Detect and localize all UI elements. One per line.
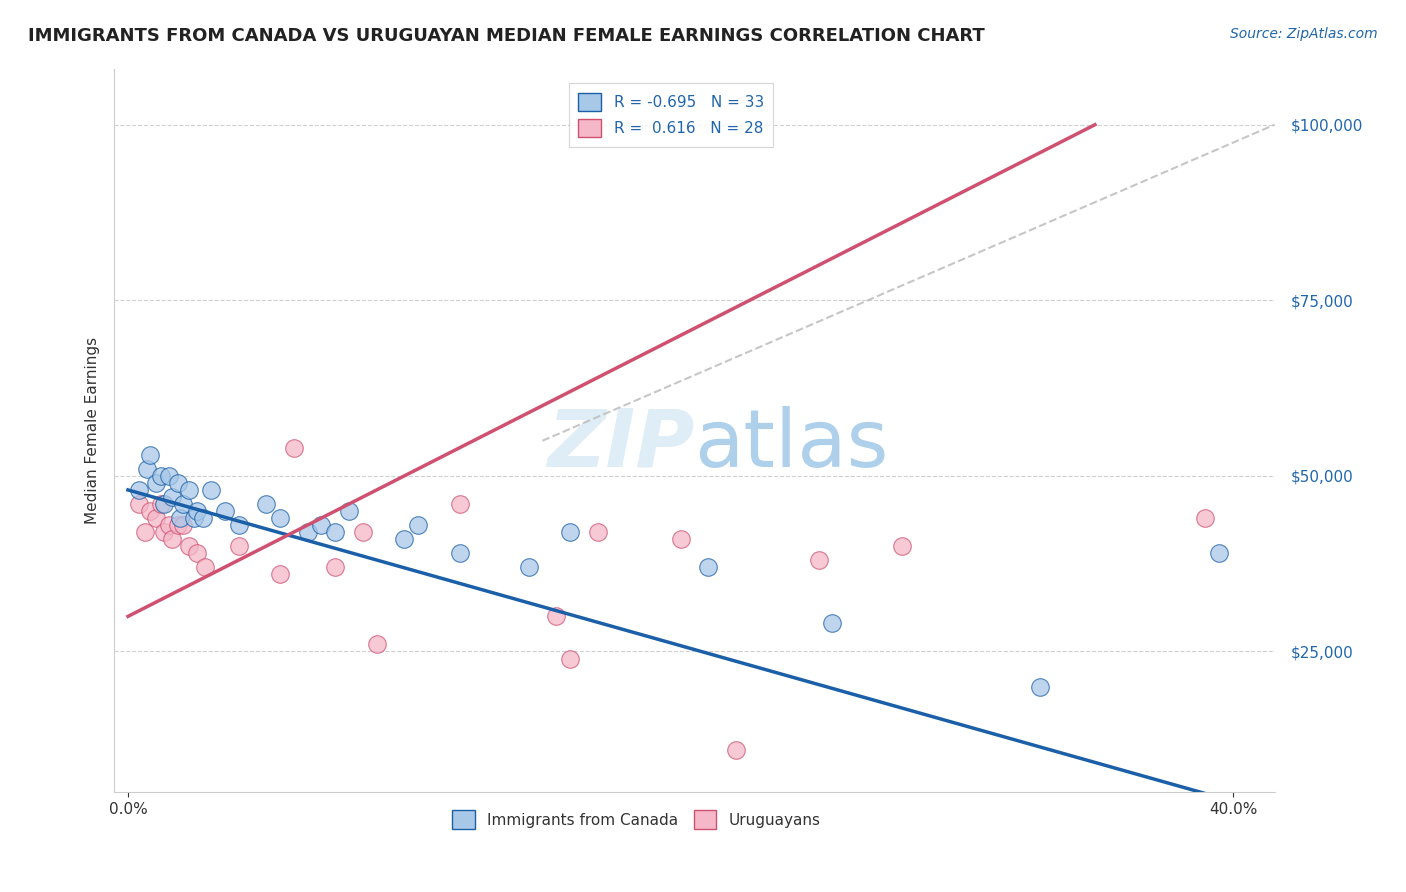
- Point: [177, 539, 200, 553]
- Point: [254, 497, 277, 511]
- Point: [136, 462, 159, 476]
- Point: [890, 539, 912, 553]
- Point: [128, 483, 150, 497]
- Point: [153, 497, 176, 511]
- Point: [406, 518, 429, 533]
- Point: [139, 448, 162, 462]
- Point: [297, 525, 319, 540]
- Point: [1028, 680, 1050, 694]
- Point: [186, 504, 208, 518]
- Point: [807, 553, 830, 567]
- Point: [172, 518, 194, 533]
- Point: [183, 511, 205, 525]
- Text: atlas: atlas: [695, 406, 889, 483]
- Point: [449, 546, 471, 560]
- Point: [1194, 511, 1216, 525]
- Point: [269, 567, 291, 582]
- Point: [323, 560, 346, 574]
- Point: [160, 490, 183, 504]
- Point: [172, 497, 194, 511]
- Point: [186, 546, 208, 560]
- Point: [352, 525, 374, 540]
- Point: [517, 560, 540, 574]
- Point: [159, 469, 181, 483]
- Point: [366, 637, 388, 651]
- Point: [323, 525, 346, 540]
- Point: [191, 511, 214, 525]
- Point: [214, 504, 236, 518]
- Point: [134, 525, 156, 540]
- Point: [449, 497, 471, 511]
- Point: [269, 511, 291, 525]
- Y-axis label: Median Female Earnings: Median Female Earnings: [86, 336, 100, 524]
- Point: [160, 532, 183, 546]
- Point: [150, 497, 173, 511]
- Point: [821, 616, 844, 631]
- Point: [159, 518, 181, 533]
- Point: [1208, 546, 1230, 560]
- Point: [546, 609, 568, 624]
- Point: [139, 504, 162, 518]
- Point: [669, 532, 692, 546]
- Point: [394, 532, 416, 546]
- Point: [228, 518, 250, 533]
- Point: [177, 483, 200, 497]
- Point: [166, 475, 188, 490]
- Point: [169, 511, 191, 525]
- Text: ZIP: ZIP: [547, 406, 695, 483]
- Point: [586, 525, 609, 540]
- Point: [153, 525, 176, 540]
- Point: [128, 497, 150, 511]
- Point: [145, 511, 167, 525]
- Text: IMMIGRANTS FROM CANADA VS URUGUAYAN MEDIAN FEMALE EARNINGS CORRELATION CHART: IMMIGRANTS FROM CANADA VS URUGUAYAN MEDI…: [28, 27, 984, 45]
- Point: [145, 475, 167, 490]
- Point: [558, 525, 581, 540]
- Point: [311, 518, 333, 533]
- Point: [194, 560, 217, 574]
- Point: [558, 651, 581, 665]
- Point: [200, 483, 222, 497]
- Point: [697, 560, 720, 574]
- Point: [283, 441, 305, 455]
- Point: [337, 504, 360, 518]
- Point: [150, 469, 173, 483]
- Point: [228, 539, 250, 553]
- Point: [724, 743, 747, 757]
- Legend: Immigrants from Canada, Uruguayans: Immigrants from Canada, Uruguayans: [446, 804, 827, 835]
- Text: Source: ZipAtlas.com: Source: ZipAtlas.com: [1230, 27, 1378, 41]
- Point: [166, 518, 188, 533]
